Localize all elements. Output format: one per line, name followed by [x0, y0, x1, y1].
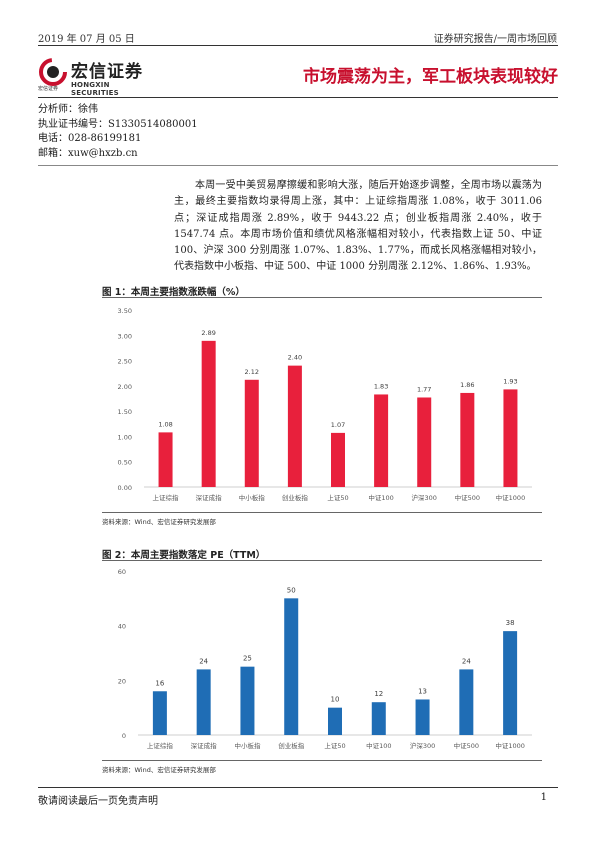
bar: [415, 699, 430, 735]
data-label: 24: [462, 657, 471, 665]
bar: [503, 631, 518, 735]
bar: [201, 340, 216, 487]
y-tick-label: 0.50: [118, 459, 132, 467]
data-label: 13: [418, 687, 427, 695]
bar: [503, 389, 518, 487]
data-label: 38: [506, 619, 515, 627]
data-label: 1.08: [158, 420, 172, 428]
data-label: 2.12: [245, 368, 259, 376]
y-tick-label: 1.00: [118, 433, 132, 441]
figure-1-source: 资料来源：Wind、宏信证券研究发展部: [102, 518, 216, 526]
x-tick-label: 中小板指: [239, 493, 266, 502]
bar: [152, 691, 167, 735]
y-tick-label: 1.50: [118, 408, 132, 416]
figure-2-chart: 0 20 40 60 16 上证综指 24 深证成指 25 中小板指 50 创业板指 10 上证50 12 中…: [102, 563, 542, 758]
x-tick-label: 沪深300: [410, 741, 435, 750]
figure-1-bottom-rule: [102, 512, 542, 513]
bar: [158, 432, 173, 487]
figure-1-svg: 0.00 0.50 1.00 1.50 2.00 2.50 3.00 3.50 1.08 上证综指…: [118, 307, 532, 502]
y-tick-label: 0: [122, 732, 126, 740]
figure-2-bottom-rule: [102, 760, 542, 761]
y-tick-label: 3.00: [118, 332, 132, 340]
data-label: 50: [287, 586, 296, 594]
x-tick-label: 中证100: [366, 741, 391, 750]
y-tick-label: 20: [118, 677, 126, 685]
footer-disclaimer: 敬请阅读最后一页免责声明: [38, 796, 158, 807]
page-number: 1: [540, 792, 547, 803]
logo-sub-name: 宏信证券: [38, 86, 59, 92]
bar: [240, 666, 255, 735]
figure-1-chart: 0.00 0.50 1.00 1.50 2.00 2.50 3.00 3.50 1.08 上证综指…: [102, 300, 542, 510]
bar: [287, 365, 302, 487]
title-rule: [38, 97, 558, 98]
x-tick-label: 上证综指: [153, 493, 180, 502]
bar: [371, 702, 386, 735]
data-label: 1.77: [417, 385, 431, 393]
x-tick-label: 深证成指: [191, 741, 218, 750]
analyst-certificate: 执业证书编号：S1330514080001: [38, 118, 198, 130]
x-tick-label: 中证500: [454, 741, 479, 750]
data-label: 25: [243, 655, 252, 663]
bar: [284, 598, 299, 735]
analyst-info: 分析师：徐伟 执业证书编号：S1330514080001 电话：028-8619…: [38, 103, 198, 161]
x-tick-label: 深证成指: [196, 493, 223, 502]
report-date: 2019 年 07 月 05 日: [38, 34, 135, 45]
x-tick-label: 上证50: [324, 741, 345, 750]
y-tick-label: 2.00: [118, 383, 132, 391]
x-tick-label: 上证综指: [147, 741, 174, 750]
bar: [196, 669, 211, 735]
data-label: 10: [331, 696, 340, 704]
figure-2-svg: 0 20 40 60 16 上证综指 24 深证成指 25 中小板指 50 创业板指 10 上证50 12 中…: [118, 568, 532, 750]
analyst-rule: [38, 165, 558, 166]
y-tick-label: 40: [118, 623, 126, 631]
data-label: 1.83: [374, 382, 388, 390]
bar: [374, 394, 389, 487]
data-label: 12: [374, 690, 383, 698]
x-tick-label: 中小板指: [234, 741, 261, 750]
data-label: 1.93: [503, 377, 517, 385]
bar: [328, 707, 342, 735]
data-label: 24: [199, 657, 208, 665]
analyst-phone: 电话：028-86199181: [38, 133, 142, 144]
figure-1-top-rule: [102, 297, 542, 298]
report-title: 市场震荡为主，军工板块表现较好: [303, 67, 558, 87]
figure-2-source: 资料来源：Wind、宏信证券研究发展部: [102, 766, 216, 774]
logo-name: 宏信证券: [71, 62, 143, 82]
figure-2-title: 图 2：本周主要指数落定 PE（TTM）: [102, 550, 266, 561]
x-tick-label: 中证1000: [496, 493, 526, 502]
bar: [244, 379, 259, 487]
analyst-name: 分析师：徐伟: [38, 104, 98, 115]
footer-rule: [38, 787, 558, 788]
x-tick-label: 创业板指: [282, 493, 309, 502]
data-label: 1.86: [460, 381, 474, 389]
report-series: 证券研究报告/一周市场回顾: [433, 34, 557, 45]
bar: [331, 432, 345, 487]
x-tick-label: 中证100: [368, 493, 393, 502]
logo-english-name: HONGXIN SECURITIES: [71, 81, 119, 97]
bar: [417, 397, 432, 487]
data-label: 1.07: [331, 421, 345, 429]
data-label: 2.40: [288, 354, 302, 362]
y-tick-label: 2.50: [118, 358, 132, 366]
bar: [459, 669, 474, 735]
y-tick-label: 60: [118, 568, 126, 576]
logo-mark-icon: [39, 58, 67, 86]
company-logo: 宏信证券 宏信证券 HONGXIN SECURITIES: [38, 57, 158, 97]
y-tick-label: 3.50: [118, 307, 132, 315]
x-tick-label: 沪深300: [412, 493, 437, 502]
data-label: 16: [155, 679, 164, 687]
header-rule: [38, 45, 558, 46]
figure-1-title: 图 1：本周主要指数涨跌幅（%）: [102, 287, 245, 298]
x-tick-label: 中证500: [455, 493, 480, 502]
data-label: 2.89: [201, 329, 215, 337]
y-tick-label: 0.00: [118, 484, 132, 492]
analyst-email: 邮箱：xuw@hxzb.cn: [38, 147, 138, 159]
x-tick-label: 中证1000: [495, 741, 525, 750]
figure-2-top-rule: [102, 560, 542, 561]
summary-paragraph: 本周一受中美贸易摩擦缓和影响大涨，随后开始逐步调整，全周市场以震荡为主，最终主要…: [174, 180, 542, 273]
x-tick-label: 创业板指: [278, 741, 305, 750]
x-tick-label: 上证50: [327, 493, 348, 502]
bar: [460, 392, 475, 487]
